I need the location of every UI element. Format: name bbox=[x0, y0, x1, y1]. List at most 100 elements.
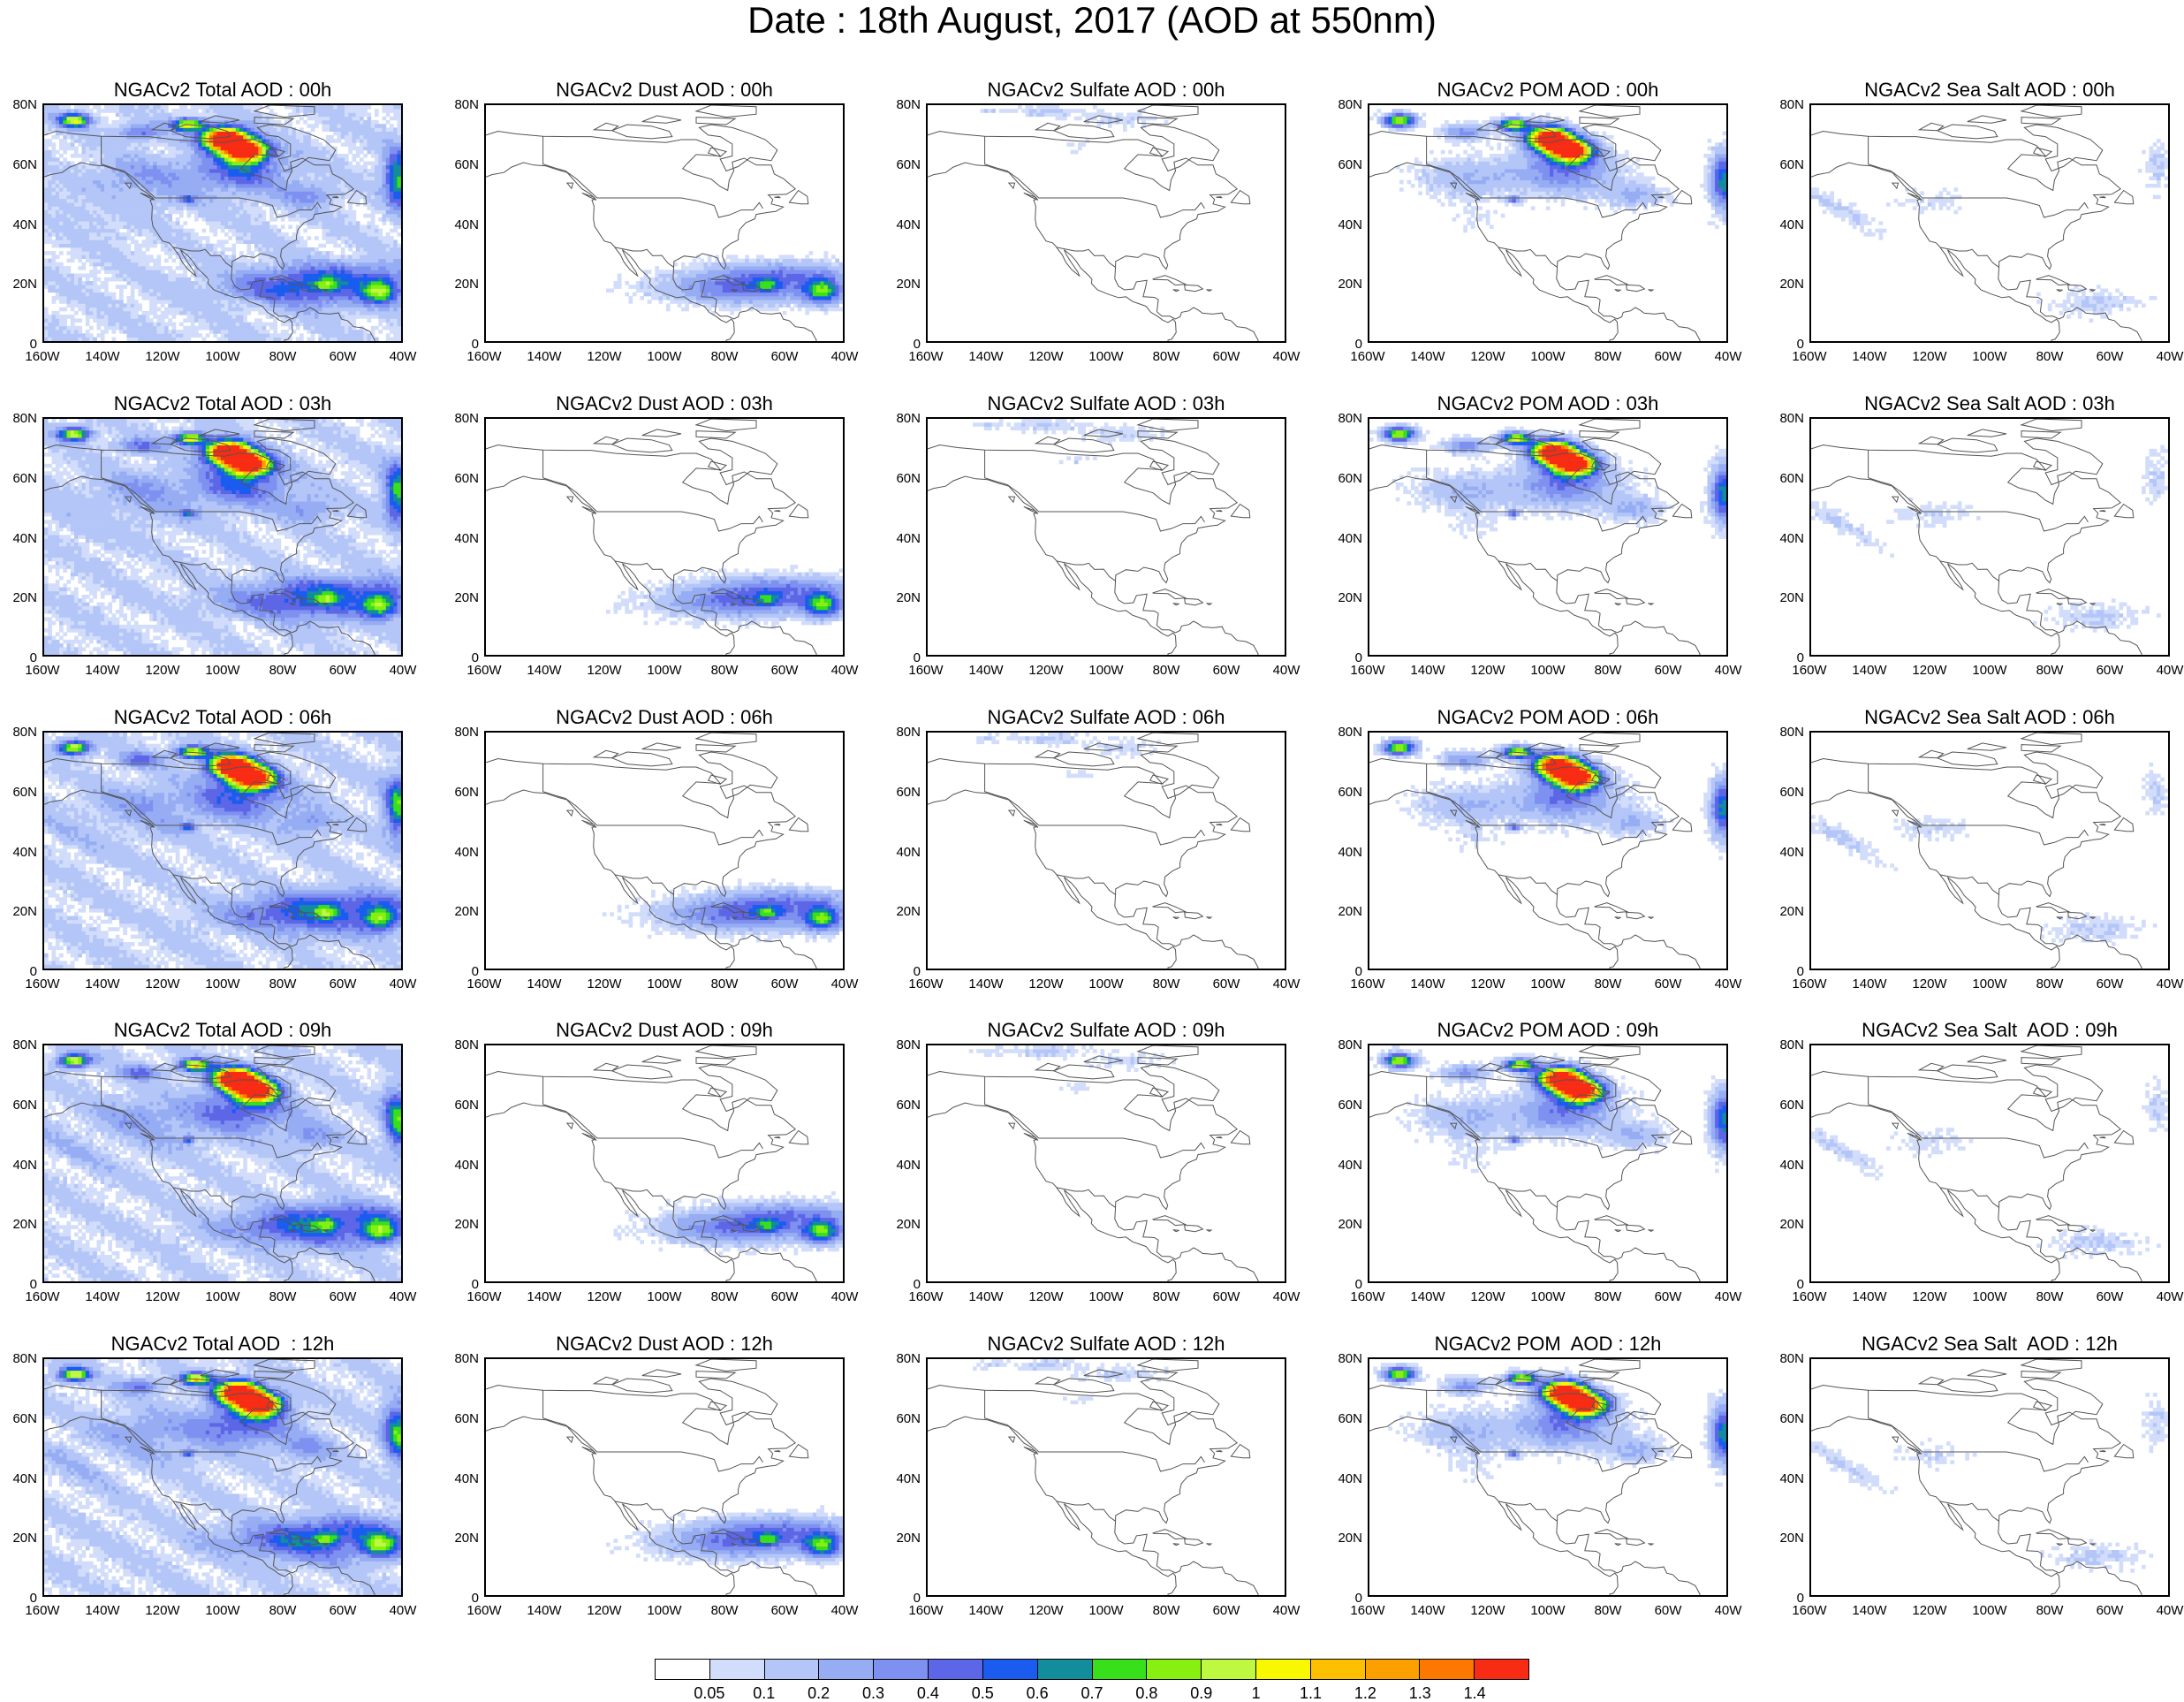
colorbar-label: 0.9 bbox=[1184, 1685, 1219, 1701]
colorbar-label: 0.05 bbox=[692, 1685, 727, 1701]
longitude-tick-label: 40W bbox=[376, 350, 429, 364]
colorbar-swatch bbox=[982, 1660, 1038, 1679]
panel-title: NGACv2 POM AOD : 06h bbox=[1332, 707, 1763, 728]
latitude-tick-label: 0 bbox=[1325, 1592, 1362, 1606]
map-frame bbox=[42, 417, 403, 657]
longitude-tick-label: 80W bbox=[1140, 1290, 1193, 1304]
map-frame bbox=[1368, 731, 1728, 970]
longitude-tick-label: 80W bbox=[1581, 664, 1634, 678]
latitude-tick-label: 60N bbox=[442, 471, 479, 486]
latitude-tick-label: 40N bbox=[0, 845, 37, 860]
panel-title: NGACv2 Total AOD : 06h bbox=[7, 707, 438, 728]
aod-shading bbox=[1811, 762, 2168, 946]
aod-shading bbox=[1373, 1363, 1726, 1487]
longitude-tick-label: 140W bbox=[76, 977, 129, 992]
latitude-tick-label: 80N bbox=[442, 726, 479, 740]
longitude-tick-label: 80W bbox=[1140, 664, 1193, 678]
map-panel: NGACv2 Sulfate AOD : 03h 80N 60N 40N 20N 0 160… bbox=[896, 393, 1300, 685]
map-panel: NGACv2 Sea Salt AOD : 09h 80N 60N 40N 20N 0 16… bbox=[1779, 1020, 2183, 1311]
colorbar-swatch bbox=[764, 1660, 820, 1679]
colorbar-label: 0.8 bbox=[1129, 1685, 1164, 1701]
panel-title: NGACv2 Sea Salt AOD : 03h bbox=[1774, 393, 2184, 414]
aod-shading bbox=[44, 1359, 401, 1595]
longitude-tick-label: 120W bbox=[1020, 977, 1073, 992]
longitude-tick-label: 160W bbox=[458, 1290, 511, 1304]
longitude-tick-label: 80W bbox=[2023, 1290, 2076, 1304]
latitude-tick-label: 20N bbox=[442, 277, 479, 292]
latitude-tick-label: 80N bbox=[883, 98, 921, 112]
aod-field-map bbox=[44, 1359, 401, 1595]
latitude-tick-label: 20N bbox=[1325, 1531, 1362, 1546]
longitude-tick-label: 120W bbox=[1020, 1604, 1073, 1618]
longitude-tick-label: 140W bbox=[518, 977, 571, 992]
longitude-tick-label: 40W bbox=[818, 664, 871, 678]
map-frame bbox=[1809, 103, 2170, 343]
longitude-tick-label: 60W bbox=[316, 350, 369, 364]
longitude-tick-label: 140W bbox=[959, 350, 1012, 364]
latitude-tick-label: 80N bbox=[442, 1038, 479, 1052]
latitude-tick-label: 40N bbox=[0, 531, 37, 546]
longitude-tick-label: 160W bbox=[458, 1604, 511, 1618]
panel-title: NGACv2 Dust AOD : 03h bbox=[449, 393, 880, 414]
longitude-tick-label: 100W bbox=[1080, 664, 1133, 678]
latitude-tick-label: 40N bbox=[883, 217, 921, 232]
longitude-tick-label: 120W bbox=[1903, 1604, 1956, 1618]
colorbar-swatch bbox=[1365, 1660, 1421, 1679]
longitude-tick-label: 160W bbox=[16, 350, 69, 364]
latitude-tick-label: 20N bbox=[1325, 905, 1362, 919]
latitude-tick-label: 60N bbox=[1325, 471, 1362, 486]
latitude-tick-label: 80N bbox=[0, 1352, 37, 1366]
latitude-tick-label: 80N bbox=[883, 1352, 921, 1366]
coastline-outline bbox=[928, 419, 1259, 655]
coastline-outline bbox=[1811, 1359, 2142, 1595]
longitude-tick-label: 120W bbox=[1461, 1290, 1514, 1304]
aod-shading bbox=[44, 1045, 401, 1281]
panel-title: NGACv2 Total AOD : 03h bbox=[7, 393, 438, 414]
coastline-outline bbox=[1811, 105, 2142, 341]
longitude-tick-label: 100W bbox=[1963, 350, 2016, 364]
aod-shading bbox=[1369, 1045, 1726, 1174]
longitude-tick-label: 120W bbox=[1903, 977, 1956, 992]
longitude-tick-label: 60W bbox=[2083, 1604, 2136, 1618]
longitude-tick-label: 80W bbox=[2023, 350, 2076, 364]
latitude-tick-label: 0 bbox=[1767, 1592, 1804, 1606]
latitude-tick-label: 60N bbox=[1325, 785, 1362, 800]
longitude-tick-label: 160W bbox=[1783, 664, 1836, 678]
latitude-tick-label: 20N bbox=[883, 277, 921, 292]
colorbar-swatch bbox=[1147, 1660, 1202, 1679]
latitude-tick-label: 20N bbox=[0, 591, 37, 605]
longitude-tick-label: 60W bbox=[316, 1604, 369, 1618]
aod-field-map bbox=[928, 419, 1259, 655]
aod-field-map bbox=[1811, 733, 2168, 969]
latitude-tick-label: 60N bbox=[1767, 1098, 1804, 1113]
longitude-tick-label: 80W bbox=[698, 664, 751, 678]
longitude-tick-label: 60W bbox=[1200, 1290, 1253, 1304]
longitude-tick-label: 160W bbox=[1341, 1290, 1394, 1304]
aod-shading bbox=[606, 565, 843, 629]
latitude-tick-label: 20N bbox=[442, 1531, 479, 1546]
aod-shading bbox=[44, 105, 401, 341]
longitude-tick-label: 60W bbox=[2083, 977, 2136, 992]
aod-field-map bbox=[486, 419, 843, 655]
latitude-tick-label: 40N bbox=[1325, 1471, 1362, 1486]
longitude-tick-label: 100W bbox=[638, 1290, 691, 1304]
map-frame bbox=[1368, 1357, 1728, 1597]
longitude-tick-label: 120W bbox=[1903, 350, 1956, 364]
longitude-tick-label: 60W bbox=[1642, 1604, 1695, 1618]
latitude-tick-label: 0 bbox=[1767, 1278, 1804, 1292]
longitude-tick-label: 40W bbox=[818, 1604, 871, 1618]
longitude-tick-label: 80W bbox=[1581, 1604, 1634, 1618]
latitude-tick-label: 0 bbox=[0, 1278, 37, 1292]
latitude-tick-label: 0 bbox=[0, 1592, 37, 1606]
latitude-tick-label: 80N bbox=[1767, 1352, 1804, 1366]
longitude-tick-label: 160W bbox=[458, 664, 511, 678]
longitude-tick-label: 160W bbox=[1341, 1604, 1394, 1618]
aod-field-map bbox=[1811, 419, 2168, 655]
longitude-tick-label: 120W bbox=[578, 977, 631, 992]
aod-field-map bbox=[928, 105, 1259, 341]
longitude-tick-label: 60W bbox=[1642, 664, 1695, 678]
longitude-tick-label: 120W bbox=[578, 1290, 631, 1304]
latitude-tick-label: 40N bbox=[883, 1471, 921, 1486]
longitude-tick-label: 60W bbox=[1200, 350, 1253, 364]
panel-title: NGACv2 POM AOD : 03h bbox=[1332, 393, 1763, 414]
